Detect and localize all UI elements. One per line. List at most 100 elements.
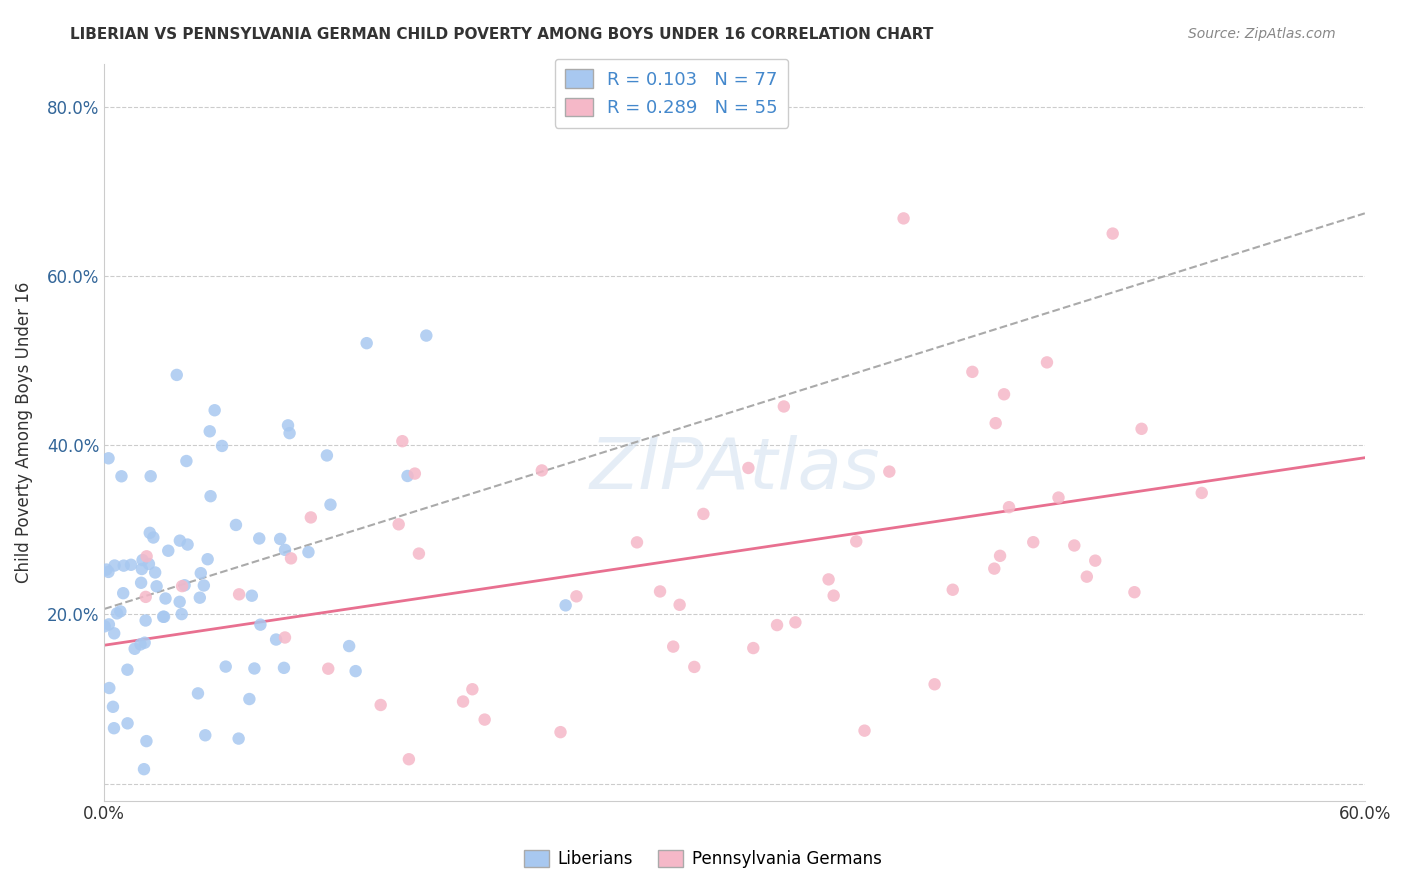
Point <box>264 632 287 647</box>
Point <box>101 699 124 714</box>
Legend: R = 0.103   N = 77, R = 0.289   N = 55: R = 0.103 N = 77, R = 0.289 N = 55 <box>554 59 789 128</box>
Point <box>845 534 868 549</box>
Point <box>193 578 215 592</box>
Point <box>103 558 125 573</box>
Text: ZIPAtlas: ZIPAtlas <box>589 434 880 504</box>
Point <box>97 617 120 632</box>
Point <box>153 609 176 624</box>
Point <box>187 686 209 700</box>
Point <box>110 469 132 483</box>
Point <box>198 425 221 439</box>
Point <box>299 510 322 524</box>
Point <box>129 637 152 651</box>
Point <box>396 469 419 483</box>
Point <box>103 721 125 735</box>
Point <box>1076 569 1098 583</box>
Point <box>135 734 157 748</box>
Point <box>344 664 367 678</box>
Point <box>188 591 211 605</box>
Point <box>166 368 188 382</box>
Point <box>211 439 233 453</box>
Point <box>924 677 946 691</box>
Text: Source: ZipAtlas.com: Source: ZipAtlas.com <box>1188 27 1336 41</box>
Point <box>170 607 193 621</box>
Point <box>817 573 839 587</box>
Point <box>131 553 153 567</box>
Point <box>176 454 198 468</box>
Point <box>668 598 690 612</box>
Point <box>134 636 156 650</box>
Point <box>766 618 789 632</box>
Point <box>194 728 217 742</box>
Point <box>565 590 588 604</box>
Point <box>169 595 191 609</box>
Point <box>143 566 166 580</box>
Point <box>942 582 965 597</box>
Point <box>530 463 553 477</box>
Point <box>398 752 420 766</box>
Point <box>269 532 291 546</box>
Point <box>170 579 193 593</box>
Text: LIBERIAN VS PENNSYLVANIA GERMAN CHILD POVERTY AMONG BOYS UNDER 16 CORRELATION CH: LIBERIAN VS PENNSYLVANIA GERMAN CHILD PO… <box>70 27 934 42</box>
Point <box>96 563 118 577</box>
Point <box>197 552 219 566</box>
Point <box>155 591 177 606</box>
Point <box>408 547 430 561</box>
Point <box>142 531 165 545</box>
Point <box>988 549 1011 563</box>
Point <box>683 660 706 674</box>
Point <box>105 607 128 621</box>
Point <box>1191 486 1213 500</box>
Point <box>176 537 198 551</box>
Point <box>204 403 226 417</box>
Point <box>1036 355 1059 369</box>
Point <box>129 575 152 590</box>
Point <box>135 614 157 628</box>
Point <box>853 723 876 738</box>
Point <box>474 713 496 727</box>
Point <box>1101 227 1123 241</box>
Point <box>554 599 576 613</box>
Point <box>243 661 266 675</box>
Point <box>273 661 295 675</box>
Point <box>110 604 132 618</box>
Point <box>662 640 685 654</box>
Point <box>132 762 155 776</box>
Point <box>97 565 120 579</box>
Point <box>93 619 115 633</box>
Point <box>370 698 392 712</box>
Point <box>648 584 671 599</box>
Point <box>983 561 1005 575</box>
Point <box>138 557 160 571</box>
Point <box>139 469 162 483</box>
Point <box>190 566 212 581</box>
Point <box>145 579 167 593</box>
Point <box>249 617 271 632</box>
Point <box>139 525 162 540</box>
Point <box>117 716 139 731</box>
Point <box>112 586 135 600</box>
Point <box>404 467 426 481</box>
Point <box>277 418 299 433</box>
Point <box>461 682 484 697</box>
Point <box>274 542 297 557</box>
Point <box>984 416 1007 430</box>
Point <box>297 545 319 559</box>
Point <box>103 626 125 640</box>
Point <box>117 663 139 677</box>
Point <box>998 500 1021 515</box>
Point <box>1130 422 1153 436</box>
Point <box>215 659 238 673</box>
Point <box>169 533 191 548</box>
Point <box>131 562 153 576</box>
Point <box>316 662 339 676</box>
Point <box>692 507 714 521</box>
Point <box>238 692 260 706</box>
Point <box>135 590 157 604</box>
Point <box>240 589 263 603</box>
Point <box>356 336 378 351</box>
Point <box>391 434 413 449</box>
Point <box>316 449 339 463</box>
Point <box>1063 539 1085 553</box>
Point <box>993 387 1015 401</box>
